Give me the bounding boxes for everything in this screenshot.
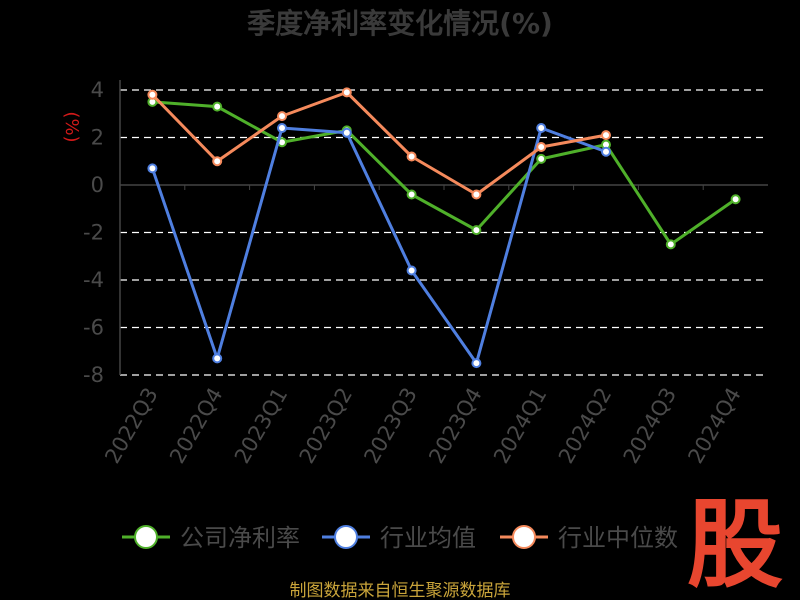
data-point xyxy=(601,130,611,141)
legend: 公司净利率 行业均值 行业中位数 xyxy=(122,524,678,552)
data-point xyxy=(147,89,158,100)
data-point xyxy=(471,225,482,236)
y-tick-label: -2 xyxy=(83,221,104,245)
data-point xyxy=(341,87,352,98)
data-point xyxy=(277,123,287,133)
y-tick-label: -6 xyxy=(83,316,104,340)
data-point xyxy=(471,189,482,200)
legend-label: 行业均值 xyxy=(380,524,476,552)
source-note: 制图数据来自恒生聚源数据库 xyxy=(290,581,511,600)
x-tick-label: 2024Q2 xyxy=(554,384,616,468)
x-tick-label: 2022Q4 xyxy=(165,384,227,468)
data-point xyxy=(212,156,223,167)
data-point xyxy=(536,142,547,152)
data-point xyxy=(147,163,158,174)
data-point xyxy=(536,123,547,133)
series-line xyxy=(151,90,607,196)
x-tick-label: 2024Q4 xyxy=(683,384,745,468)
x-tick-label: 2022Q3 xyxy=(100,384,162,468)
grid xyxy=(120,89,768,376)
data-point xyxy=(406,189,417,200)
chart-title: 季度净利率变化情况(%) xyxy=(247,7,553,40)
legend-label: 行业中位数 xyxy=(558,524,678,552)
data-point xyxy=(406,151,417,162)
series-line xyxy=(152,100,737,246)
x-tick-label: 2023Q4 xyxy=(424,384,486,468)
legend-marker xyxy=(512,525,536,549)
x-tick-label: 2023Q3 xyxy=(359,384,421,468)
y-tick-label: -4 xyxy=(83,268,104,292)
series-line xyxy=(150,126,607,365)
x-tick-label: 2024Q3 xyxy=(619,384,681,468)
x-tick-label: 2024Q1 xyxy=(489,384,551,468)
data-point xyxy=(601,146,611,157)
x-tick-label: 2023Q1 xyxy=(230,384,292,468)
data-point xyxy=(471,358,482,369)
data-point xyxy=(277,111,287,122)
data-point xyxy=(341,127,352,138)
watermark-logo: 股 xyxy=(687,489,783,600)
data-point xyxy=(536,153,547,164)
legend-label: 公司净利率 xyxy=(180,524,300,552)
y-axis-unit: (%) xyxy=(61,111,82,142)
y-tick-label: 2 xyxy=(91,126,104,150)
data-point xyxy=(406,265,417,276)
y-tick-label: 0 xyxy=(91,173,104,197)
data-point xyxy=(665,239,676,250)
data-point xyxy=(212,101,223,112)
data-point xyxy=(730,194,741,205)
series-lines xyxy=(147,87,741,369)
data-point xyxy=(212,353,223,364)
x-tick-label: 2023Q2 xyxy=(295,384,357,468)
y-tick-label: -8 xyxy=(83,363,104,387)
y-tick-label: 4 xyxy=(91,78,104,102)
legend-marker xyxy=(134,525,158,549)
legend-marker xyxy=(334,525,358,549)
